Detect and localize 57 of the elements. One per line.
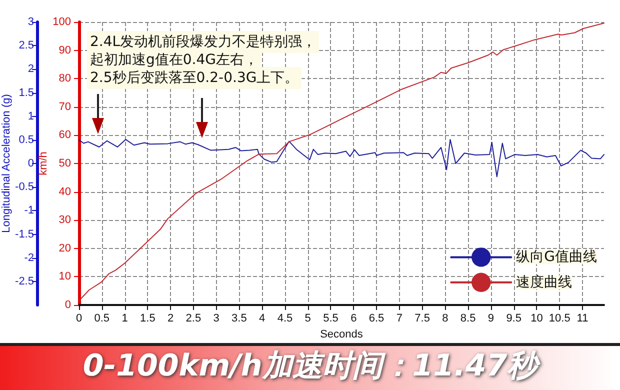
x-tick-label: 3: [213, 312, 220, 324]
x-tick-label: 6.5: [368, 312, 384, 324]
y-tick-label: -2: [24, 252, 34, 264]
y2-tick-label: 70: [58, 100, 71, 113]
y2-tick-label: 50: [58, 158, 71, 170]
y-tick-label: 2: [28, 63, 34, 76]
y-tick-label: -1: [24, 204, 34, 217]
x-tick-label: 7: [396, 312, 402, 324]
annotation: 2.5秒后变跌落至0.2-0.3G上下。: [90, 70, 299, 86]
x-tick-label: 9: [488, 312, 494, 324]
y-tick-label: 2.5: [18, 40, 34, 52]
y2-tick-label: 0: [64, 299, 71, 311]
annotation: 起初加速g值在0.4G左右，: [90, 52, 258, 68]
x-tick-label: 0: [76, 312, 82, 324]
y2-tick-label: 80: [58, 72, 71, 85]
x-tick-label: 3.5: [232, 312, 247, 324]
x-tick-label: 10: [530, 312, 543, 324]
x-tick-label: 4.5: [277, 312, 293, 324]
y-tick-label: 0.5: [18, 134, 34, 146]
y-tick-label: 3: [28, 16, 34, 28]
legend-label: 纵向G值曲线: [516, 249, 598, 266]
line-series: [78, 22, 604, 302]
line-series: [78, 138, 604, 178]
x-tick-label: 5.5: [323, 312, 338, 324]
x-tick-label: 1: [122, 312, 128, 324]
x-tick-label: 2: [167, 312, 174, 324]
annotation: 2.4L发动机前段爆发力不是特别强，: [90, 34, 316, 50]
y-tick-label: 0: [28, 158, 34, 170]
x-tick-label: 8.5: [460, 312, 476, 324]
legend-label: 速度曲线: [516, 274, 572, 290]
x-tick-label: 9.5: [506, 312, 522, 324]
x-tick-label: 11: [576, 312, 588, 324]
y-tick-label: -0.5: [15, 181, 34, 194]
x-axis-title: Seconds: [320, 328, 364, 340]
y2-tick-label: 30: [58, 214, 71, 226]
x-tick-label: 2.5: [186, 312, 202, 324]
y-tick-label: -1.5: [15, 228, 34, 240]
x-tick-label: 0.5: [94, 312, 110, 324]
y2-tick-label: 90: [58, 44, 71, 56]
x-tick-label: 5: [304, 312, 311, 324]
y-axis-title: Longitudinal Acceleration (g): [0, 94, 12, 233]
x-tick-label: 7.5: [414, 312, 430, 324]
y2-tick-label: 40: [58, 186, 71, 198]
y2-tick-label: 60: [58, 129, 71, 142]
x-tick-label: 10.5: [548, 312, 570, 324]
y-tick-label: 1: [28, 110, 34, 122]
y2-tick-label: 20: [58, 242, 71, 254]
y-tick-label: 1.5: [18, 86, 34, 99]
x-tick-label: 8: [442, 312, 448, 324]
x-tick-label: 6: [350, 312, 357, 324]
y2-tick-label: 100: [52, 16, 71, 28]
y2-axis-title: km/h: [38, 152, 50, 176]
text: 0-100km/h加速时间：11.47秒: [82, 348, 542, 384]
y-tick-label: -2.5: [15, 275, 34, 288]
x-tick-label: 4: [259, 312, 266, 324]
x-tick-label: 1.5: [140, 312, 156, 324]
y2-tick-label: 10: [58, 270, 71, 283]
